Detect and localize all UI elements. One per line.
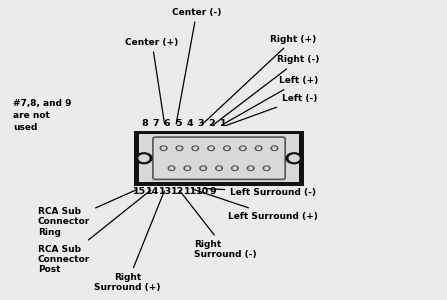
Text: RCA Sub
Connector
Ring: RCA Sub Connector Ring [38,190,137,237]
Bar [134,130,304,186]
Circle shape [224,146,230,151]
Text: 1: 1 [220,119,226,128]
Circle shape [202,167,205,170]
Text: Right
Surround (+): Right Surround (+) [94,191,164,292]
Text: 8: 8 [141,119,148,128]
Circle shape [170,167,173,170]
Text: 9: 9 [210,188,216,196]
Text: 4: 4 [186,119,193,128]
Circle shape [257,147,260,149]
Text: 14: 14 [146,188,160,196]
Text: 5: 5 [175,119,181,128]
Circle shape [286,153,302,164]
Text: 7: 7 [153,119,159,128]
Circle shape [240,146,246,151]
Circle shape [184,166,191,170]
Text: 13: 13 [159,188,172,196]
Circle shape [160,146,167,151]
Circle shape [225,147,229,149]
Circle shape [215,166,223,170]
Circle shape [233,167,236,170]
Circle shape [232,166,238,170]
Text: #7,8, and 9
are not
used: #7,8, and 9 are not used [13,99,72,132]
Circle shape [186,167,189,170]
Text: Left Surround (+): Left Surround (+) [193,189,318,220]
Text: 6: 6 [164,119,170,128]
Circle shape [255,146,262,151]
Text: RCA Sub
Connector
Post: RCA Sub Connector Post [38,190,151,274]
Circle shape [176,146,183,151]
Circle shape [209,147,213,149]
Circle shape [194,147,197,149]
Text: Center (+): Center (+) [125,38,179,124]
Circle shape [178,147,181,149]
Circle shape [168,166,175,170]
Circle shape [139,155,149,161]
Text: 12: 12 [171,188,185,196]
Text: Left (-): Left (-) [226,94,317,126]
Circle shape [241,147,245,149]
Text: 10: 10 [195,188,209,196]
Text: 3: 3 [198,119,204,128]
FancyBboxPatch shape [153,137,285,179]
Text: Left Surround (-): Left Surround (-) [205,188,316,196]
Circle shape [200,166,207,170]
Circle shape [162,147,165,149]
Text: 15: 15 [133,188,146,196]
Circle shape [192,146,198,151]
Text: Center (-): Center (-) [172,8,221,124]
Circle shape [265,167,268,170]
Circle shape [289,155,299,161]
Text: Right (+): Right (+) [202,34,316,125]
Circle shape [249,167,253,170]
Text: Right
Surround (-): Right Surround (-) [180,190,257,260]
Circle shape [208,146,215,151]
Circle shape [217,167,221,170]
Circle shape [136,153,152,164]
Bar [139,134,299,182]
Circle shape [247,166,254,170]
Text: Left (+): Left (+) [221,76,319,125]
Circle shape [271,146,278,151]
Circle shape [263,166,270,170]
Circle shape [273,147,276,149]
Text: 11: 11 [184,188,197,196]
Text: Right (-): Right (-) [213,56,320,125]
Text: 2: 2 [209,119,215,128]
